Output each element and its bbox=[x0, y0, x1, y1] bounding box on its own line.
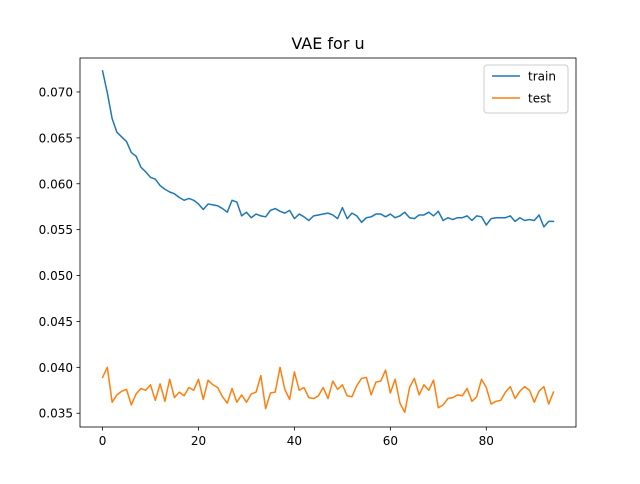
x-tick-label: 0 bbox=[99, 434, 107, 448]
axes: 0 20 40 60 80 0.035 0.040 0.045 0.050 0.055 0.060 0… bbox=[39, 57, 577, 448]
y-tick-label: 0.060 bbox=[39, 177, 73, 191]
plot-area bbox=[101, 69, 555, 414]
x-tick-label: 20 bbox=[191, 434, 206, 448]
legend-box bbox=[483, 64, 569, 114]
chart-title: VAE for u bbox=[291, 34, 364, 53]
x-tick-label: 60 bbox=[383, 434, 398, 448]
x-tick-label: 40 bbox=[287, 434, 302, 448]
y-tick-label: 0.035 bbox=[39, 407, 73, 421]
legend: train test bbox=[483, 64, 569, 114]
axes-frame bbox=[79, 57, 577, 428]
x-tick-label: 80 bbox=[479, 434, 494, 448]
series-line-train bbox=[101, 69, 555, 228]
legend-label-test: test bbox=[528, 92, 551, 106]
y-tick-label: 0.040 bbox=[39, 361, 73, 375]
y-tick-label: 0.065 bbox=[39, 131, 73, 145]
series-line-test bbox=[101, 366, 555, 414]
y-tick-label: 0.070 bbox=[39, 85, 73, 99]
y-tick-label: 0.055 bbox=[39, 223, 73, 237]
y-tick-label: 0.050 bbox=[39, 269, 73, 283]
legend-label-train: train bbox=[528, 70, 556, 84]
y-tick-label: 0.045 bbox=[39, 315, 73, 329]
